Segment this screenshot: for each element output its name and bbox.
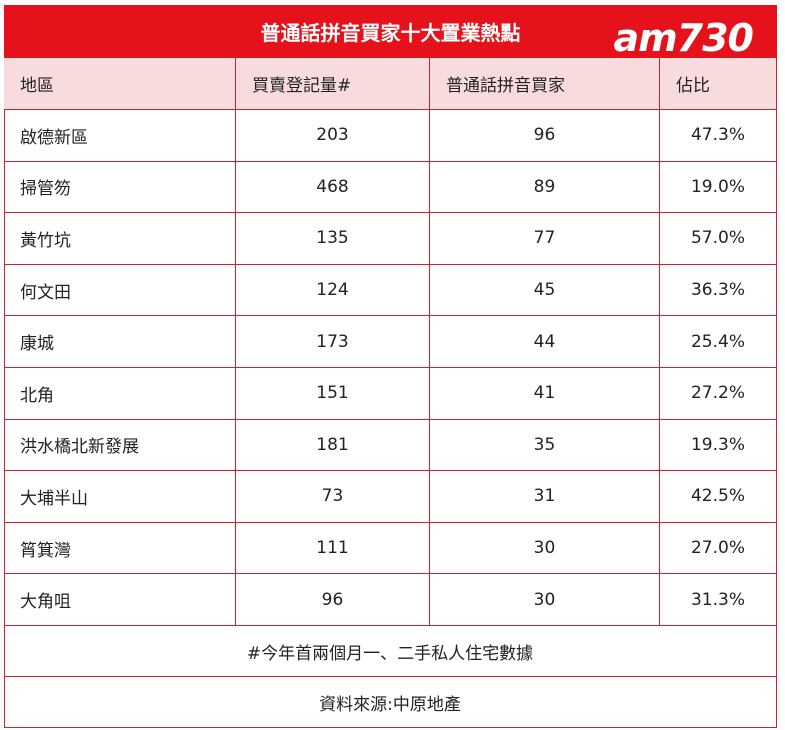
data-cell: 44 xyxy=(430,316,660,368)
data-cell: 151 xyxy=(236,368,430,420)
district-cell: 掃管笏 xyxy=(4,161,236,214)
data-cell: 135 xyxy=(236,213,430,265)
data-cell: 124 xyxy=(236,264,430,317)
header-cell: 買賣登記量# xyxy=(236,58,430,110)
data-cell: 468 xyxy=(236,161,430,214)
data-cell: 73 xyxy=(236,471,430,523)
data-cell: 27.2% xyxy=(660,368,777,420)
data-cell: 96 xyxy=(430,110,660,162)
district-cell: 啟德新區 xyxy=(4,110,236,162)
data-cell: 25.4% xyxy=(660,316,777,368)
data-cell: 45 xyxy=(430,264,660,317)
data-cell: 30 xyxy=(430,522,660,575)
note: #今年首兩個月一、二手私人住宅數據 xyxy=(4,626,777,677)
district-cell: 黃竹坑 xyxy=(4,213,236,265)
data-cell: 111 xyxy=(236,522,430,575)
data-cell: 173 xyxy=(236,316,430,368)
data-cell: 31.3% xyxy=(660,574,777,626)
data-cell: 57.0% xyxy=(660,213,777,265)
data-cell: 181 xyxy=(236,419,430,472)
data-cell: 41 xyxy=(430,368,660,420)
data-cell: 77 xyxy=(430,213,660,265)
header-cell: 普通話拼音買家 xyxy=(430,58,660,110)
district-cell: 洪水橋北新發展 xyxy=(4,419,236,472)
data-cell: 31 xyxy=(430,471,660,523)
header-cell: 佔比 xyxy=(660,58,777,110)
data-cell: 42.5% xyxy=(660,471,777,523)
header-cell: 地區 xyxy=(4,58,236,110)
data-cell: 89 xyxy=(430,161,660,214)
table-title: 普通話拼音買家十大置業熱點 xyxy=(4,5,777,58)
data-cell: 19.0% xyxy=(660,161,777,214)
district-cell: 康城 xyxy=(4,316,236,368)
data-cell: 30 xyxy=(430,574,660,626)
data-cell: 203 xyxy=(236,110,430,162)
district-cell: 大埔半山 xyxy=(4,471,236,523)
data-cell: 35 xyxy=(430,419,660,472)
data-cell: 36.3% xyxy=(660,264,777,317)
logo: am730 xyxy=(613,16,754,60)
district-cell: 北角 xyxy=(4,368,236,420)
data-cell: 47.3% xyxy=(660,110,777,162)
data-cell: 19.3% xyxy=(660,419,777,472)
data-cell: 96 xyxy=(236,574,430,626)
district-cell: 大角咀 xyxy=(4,574,236,626)
note: 資料來源:中原地產 xyxy=(4,677,777,728)
district-cell: 筲箕灣 xyxy=(4,522,236,575)
district-cell: 何文田 xyxy=(4,264,236,317)
data-cell: 27.0% xyxy=(660,522,777,575)
